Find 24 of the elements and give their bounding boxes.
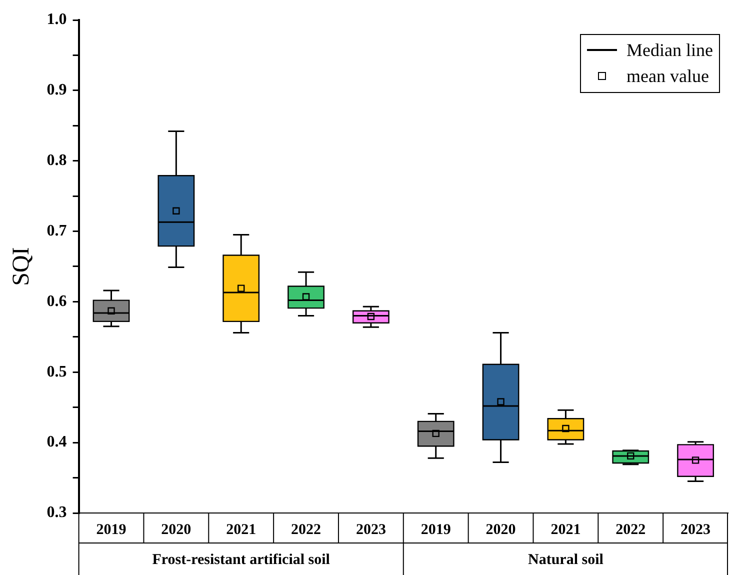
- y-tick-label: 0.5: [46, 363, 67, 380]
- y-tick-label: 0.8: [46, 152, 67, 169]
- y-tick-label: 0.9: [46, 82, 67, 99]
- y-axis-title: SQI: [8, 247, 35, 286]
- x-tick-label: 2019: [420, 522, 451, 538]
- annotation: Median line: [626, 40, 713, 60]
- x-tick-label: 2021: [226, 522, 256, 538]
- x-tick-label: 2023: [680, 522, 711, 538]
- y-tick-label: 0.6: [46, 292, 67, 310]
- y-tick-label: 0.3: [46, 504, 67, 522]
- x-tick-label: 2020: [161, 522, 192, 538]
- x-tick-label: 2019: [96, 522, 126, 538]
- x-tick-label: 2023: [356, 522, 386, 538]
- x-tick-label: 2022: [291, 522, 322, 538]
- x-tick-label: 2022: [616, 522, 646, 538]
- annotation: mean value: [626, 66, 709, 86]
- text: Frost-resistant artificial soil: [152, 552, 330, 568]
- y-tick-label: 0.4: [46, 434, 67, 451]
- y-tick-label: 1.0: [46, 11, 67, 28]
- x-tick-label: 2020: [486, 522, 516, 538]
- legend-box: Median line mean value: [580, 34, 720, 93]
- y-tick-label: 0.7: [46, 222, 67, 240]
- x-tick-label: 2021: [550, 522, 581, 538]
- text: Natural soil: [528, 552, 604, 568]
